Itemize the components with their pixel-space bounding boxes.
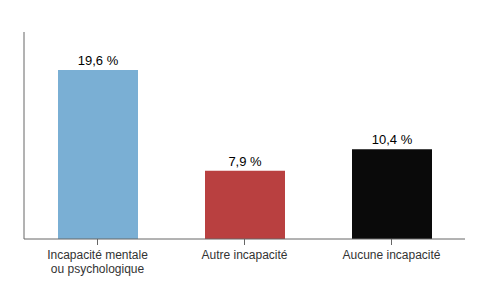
svg-text:7,9 %: 7,9 %	[228, 154, 262, 169]
svg-text:Autre incapacité: Autre incapacité	[201, 248, 287, 262]
svg-text:10,4 %: 10,4 %	[372, 132, 413, 147]
svg-text:Aucune incapacité: Aucune incapacité	[342, 248, 440, 262]
svg-text:Incapacité mentaleou psycholog: Incapacité mentaleou psychologique	[47, 248, 148, 276]
svg-text:19,6 %: 19,6 %	[78, 53, 119, 68]
